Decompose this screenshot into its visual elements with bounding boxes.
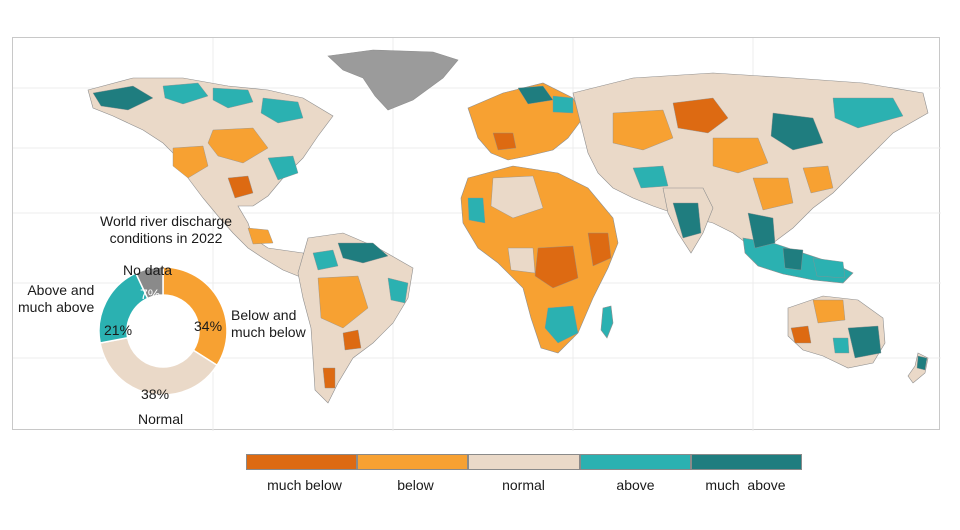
legend-swatch-much-below — [247, 455, 359, 469]
pct-no-data: 7% — [140, 286, 161, 302]
legend-swatch-much-above — [691, 455, 802, 469]
legend-label-normal: normal — [502, 477, 545, 493]
pct-below: 34% — [194, 318, 223, 334]
legend-bar — [246, 454, 802, 470]
label-below-line2: much below — [231, 324, 306, 340]
madagascar — [600, 305, 614, 339]
donut-title: World river discharge conditions in 2022 — [86, 213, 246, 247]
world-map — [12, 37, 941, 431]
label-above-line2: much above — [18, 299, 95, 315]
pct-normal: 38% — [141, 386, 170, 402]
label-no-data-line1: No data — [123, 262, 173, 278]
legend-label-much-below: much below — [267, 477, 342, 493]
label-normal: Normal — [138, 411, 183, 428]
donut-title-line1: World river discharge — [99, 213, 232, 229]
donut-chart — [98, 266, 228, 396]
legend-label-above: above — [616, 477, 655, 493]
donut-title-line2: conditions in 2022 — [109, 230, 223, 246]
greenland — [327, 49, 459, 111]
label-normal-line1: Normal — [138, 411, 184, 427]
legend-swatch-normal — [469, 455, 581, 469]
label-no-data: No data — [123, 262, 172, 279]
label-below-line1: Below and — [231, 307, 297, 323]
label-above-line1: Above and — [27, 282, 95, 298]
legend-label-below: below — [397, 477, 434, 493]
world-map-canvas — [13, 38, 941, 431]
donut-hole — [127, 295, 199, 367]
discharge-regions — [92, 82, 928, 389]
label-below: Below and much below — [231, 307, 306, 341]
legend-label-much-above: much above — [705, 477, 786, 493]
label-above: Above and much above — [18, 282, 94, 316]
legend-swatch-above — [580, 455, 692, 469]
pct-above: 21% — [104, 322, 133, 338]
legend-swatch-below — [358, 455, 470, 469]
